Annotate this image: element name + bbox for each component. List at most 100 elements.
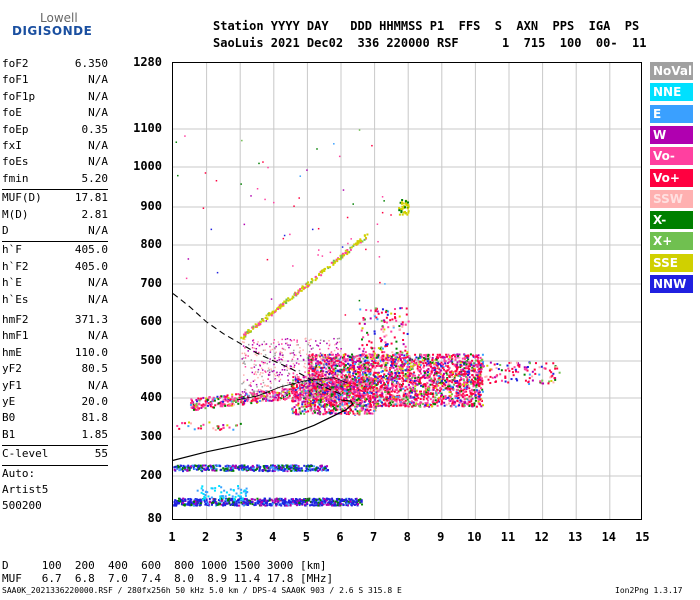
echo-point xyxy=(443,360,446,363)
echo-point xyxy=(463,394,466,397)
echo-point xyxy=(281,389,284,392)
echo-point xyxy=(463,362,466,365)
echo-point xyxy=(391,365,394,368)
echo-point xyxy=(468,395,471,398)
echo-point xyxy=(465,387,468,390)
echo-point xyxy=(342,405,345,408)
echo-point xyxy=(227,396,230,399)
echo-point xyxy=(209,405,212,408)
echo-point xyxy=(222,467,225,470)
echo-point xyxy=(387,405,390,408)
echo-point xyxy=(379,404,382,407)
echo-point xyxy=(377,371,380,374)
echo-point xyxy=(321,366,324,369)
echo-point xyxy=(196,502,199,505)
echo-point xyxy=(309,407,312,410)
echo-point xyxy=(375,392,378,395)
echo-point xyxy=(412,388,415,391)
echo-point xyxy=(351,366,354,369)
echo-point xyxy=(320,362,323,365)
echo-point xyxy=(210,467,213,470)
echo-point xyxy=(352,503,355,506)
echo-point xyxy=(276,500,279,503)
echo-point xyxy=(475,374,478,377)
echo-point xyxy=(467,370,470,373)
echo-point xyxy=(422,395,425,398)
echo-point xyxy=(461,389,464,392)
auto-scaling-text: Artist5 xyxy=(2,483,49,496)
echo-point xyxy=(344,379,347,382)
echo-point xyxy=(395,363,398,366)
echo-point xyxy=(266,470,269,473)
echo-point xyxy=(444,397,447,400)
echo-point xyxy=(387,391,390,394)
echo-point xyxy=(382,379,385,382)
echo-point xyxy=(463,363,466,366)
echo-point xyxy=(216,395,219,398)
echo-point xyxy=(353,356,356,359)
echo-point xyxy=(336,405,339,408)
echo-point xyxy=(188,503,191,506)
echo-point xyxy=(375,384,378,387)
echo-point xyxy=(336,369,339,372)
echo-point xyxy=(450,356,453,359)
echo-point xyxy=(219,497,222,500)
echo-point xyxy=(441,376,444,379)
echo-point xyxy=(274,498,277,501)
echo-point xyxy=(299,410,302,413)
echo-point xyxy=(295,384,298,387)
echo-point xyxy=(223,469,226,472)
echo-point xyxy=(472,364,475,367)
echo-point xyxy=(448,360,451,363)
echo-point xyxy=(481,379,484,382)
header-line-1: Station YYYY DAY DDD HHMMSS P1 FFS S AXN… xyxy=(213,19,640,33)
echo-point xyxy=(392,384,395,387)
echo-point xyxy=(372,353,375,356)
echo-point xyxy=(297,398,300,401)
echo-point xyxy=(381,394,384,397)
echo-point xyxy=(332,384,335,387)
echo-point xyxy=(373,406,376,409)
echo-point xyxy=(291,399,294,402)
echo-point xyxy=(429,362,432,365)
echo-point xyxy=(331,357,334,360)
echo-point xyxy=(398,383,401,386)
echo-point xyxy=(482,363,485,366)
echo-point xyxy=(320,504,323,507)
echo-point xyxy=(330,370,333,373)
echo-point xyxy=(297,413,300,416)
echo-point xyxy=(314,401,317,404)
echo-point xyxy=(479,403,482,406)
echo-point xyxy=(479,366,482,369)
echo-point xyxy=(405,380,408,383)
param-value: N/A xyxy=(88,106,108,120)
echo-point xyxy=(296,498,299,501)
echo-point xyxy=(337,394,340,397)
echo-point xyxy=(409,379,412,382)
echo-point xyxy=(314,404,317,407)
echo-point xyxy=(357,499,360,502)
echo-point xyxy=(458,384,461,387)
echo-point xyxy=(402,382,405,385)
echo-point xyxy=(177,502,180,505)
echo-point xyxy=(389,397,392,400)
echo-point xyxy=(386,362,389,365)
echo-point xyxy=(251,467,254,470)
echo-point xyxy=(339,398,342,401)
echo-point xyxy=(363,400,366,403)
echo-point xyxy=(396,394,399,397)
echo-point xyxy=(199,500,202,503)
echo-point xyxy=(328,394,331,397)
echo-point xyxy=(328,363,331,366)
echo-point xyxy=(296,499,299,502)
echo-point xyxy=(278,392,281,395)
echo-point xyxy=(426,387,429,390)
echo-point xyxy=(423,371,426,374)
param-name: fxI xyxy=(2,139,22,152)
echo-point xyxy=(416,403,419,406)
echo-point xyxy=(357,503,360,506)
echo-point xyxy=(466,381,469,384)
echo-point xyxy=(476,397,479,400)
echo-point xyxy=(330,401,333,404)
echo-point xyxy=(297,380,300,383)
